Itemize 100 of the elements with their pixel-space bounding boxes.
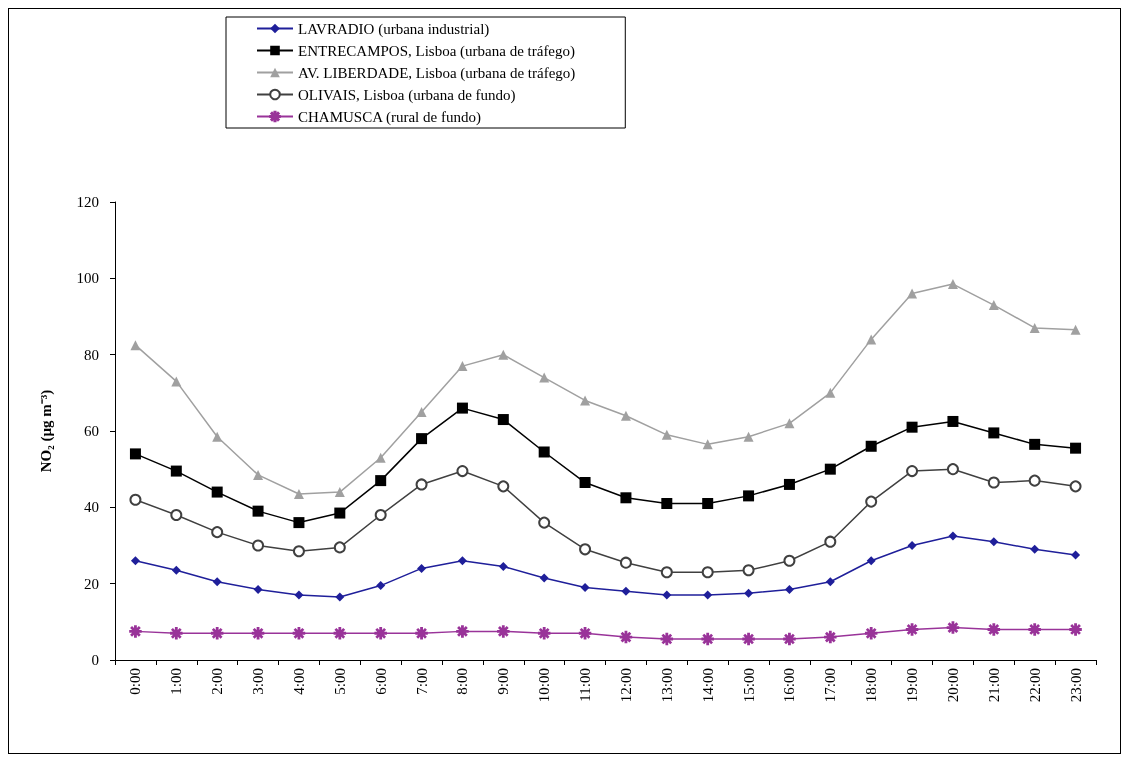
- point: [211, 486, 223, 498]
- point: [946, 621, 960, 634]
- point: [988, 427, 1000, 439]
- x-tick-label: 9:00: [495, 668, 512, 695]
- point: [253, 469, 264, 480]
- point: [497, 414, 509, 426]
- point: [948, 531, 958, 541]
- point: [783, 478, 795, 490]
- point: [906, 465, 919, 478]
- y-tick-label: 120: [76, 194, 99, 210]
- point: [1069, 480, 1082, 493]
- point: [252, 505, 264, 517]
- point: [906, 421, 918, 433]
- point: [498, 561, 508, 571]
- x-tick-label: 18:00: [863, 668, 880, 703]
- point: [824, 535, 837, 548]
- point: [210, 627, 224, 640]
- point: [783, 554, 796, 567]
- point: [375, 452, 386, 463]
- point: [497, 625, 510, 638]
- point: [579, 477, 591, 489]
- point: [292, 627, 306, 640]
- point: [987, 623, 1001, 636]
- x-tick-label: 7:00: [413, 668, 430, 695]
- point: [335, 592, 345, 602]
- point: [415, 627, 428, 640]
- point: [620, 410, 631, 421]
- point: [661, 429, 672, 440]
- point: [538, 516, 551, 529]
- point: [374, 627, 387, 640]
- point: [621, 586, 631, 596]
- x-tick-label: 2:00: [209, 668, 226, 695]
- point: [1069, 623, 1082, 636]
- point: [825, 577, 835, 587]
- point: [537, 627, 551, 640]
- point: [784, 418, 795, 429]
- point: [293, 517, 305, 529]
- point: [865, 495, 878, 508]
- legend-label: CHAMUSCA (rural de fundo): [298, 108, 481, 126]
- point: [989, 537, 999, 547]
- legend-label: OLIVAIS, Lisboa (urbana de fundo): [298, 86, 516, 104]
- point: [171, 565, 181, 575]
- point: [334, 487, 345, 498]
- point: [866, 556, 876, 566]
- x-tick-label: 22:00: [1026, 668, 1043, 703]
- point: [947, 415, 959, 427]
- point: [456, 625, 469, 638]
- point: [457, 556, 467, 566]
- point: [578, 627, 592, 640]
- point: [129, 625, 142, 638]
- point: [130, 340, 141, 351]
- x-tick-label: 19:00: [904, 668, 921, 703]
- legend-label: LAVRADIO (urbana industrial): [298, 20, 490, 38]
- point: [702, 498, 714, 510]
- point: [947, 279, 958, 290]
- point: [662, 590, 672, 600]
- x-tick-label: 15:00: [740, 668, 757, 703]
- point: [374, 508, 387, 521]
- y-tick-label: 0: [91, 652, 99, 668]
- x-tick-label: 23:00: [1067, 668, 1084, 703]
- x-tick-label: 17:00: [822, 668, 839, 703]
- point: [211, 526, 224, 539]
- point: [864, 627, 878, 640]
- point: [660, 566, 673, 579]
- point: [743, 490, 755, 502]
- point: [1029, 438, 1041, 450]
- point: [987, 476, 1000, 489]
- point: [170, 508, 183, 521]
- point: [294, 590, 304, 600]
- point: [538, 446, 550, 458]
- point: [293, 488, 304, 499]
- x-tick-label: 5:00: [331, 668, 348, 695]
- point: [417, 563, 427, 573]
- legend-label: AV. LIBERDADE, Lisboa (urbana de tráfego): [298, 64, 576, 82]
- point: [171, 376, 182, 387]
- point: [742, 564, 755, 577]
- point: [866, 334, 877, 345]
- point: [824, 630, 837, 644]
- point: [252, 539, 265, 552]
- point: [170, 465, 182, 477]
- point: [1030, 544, 1040, 554]
- point: [579, 543, 592, 556]
- point: [825, 387, 836, 398]
- point: [498, 349, 509, 360]
- point: [1028, 623, 1041, 636]
- x-tick-label: 20:00: [944, 668, 961, 703]
- point: [251, 627, 265, 640]
- point: [416, 406, 427, 417]
- x-tick-label: 6:00: [372, 668, 389, 695]
- point: [783, 632, 796, 646]
- x-tick-label: 21:00: [985, 668, 1002, 703]
- point: [497, 480, 510, 493]
- point: [946, 463, 959, 476]
- x-tick-label: 1:00: [168, 668, 185, 695]
- x-tick-label: 13:00: [658, 668, 675, 703]
- point: [1029, 322, 1040, 333]
- point: [1028, 474, 1041, 487]
- point: [456, 402, 468, 414]
- x-tick-label: 12:00: [617, 668, 634, 703]
- legend-label: ENTRECAMPOS, Lisboa (urbana de tráfego): [298, 42, 576, 60]
